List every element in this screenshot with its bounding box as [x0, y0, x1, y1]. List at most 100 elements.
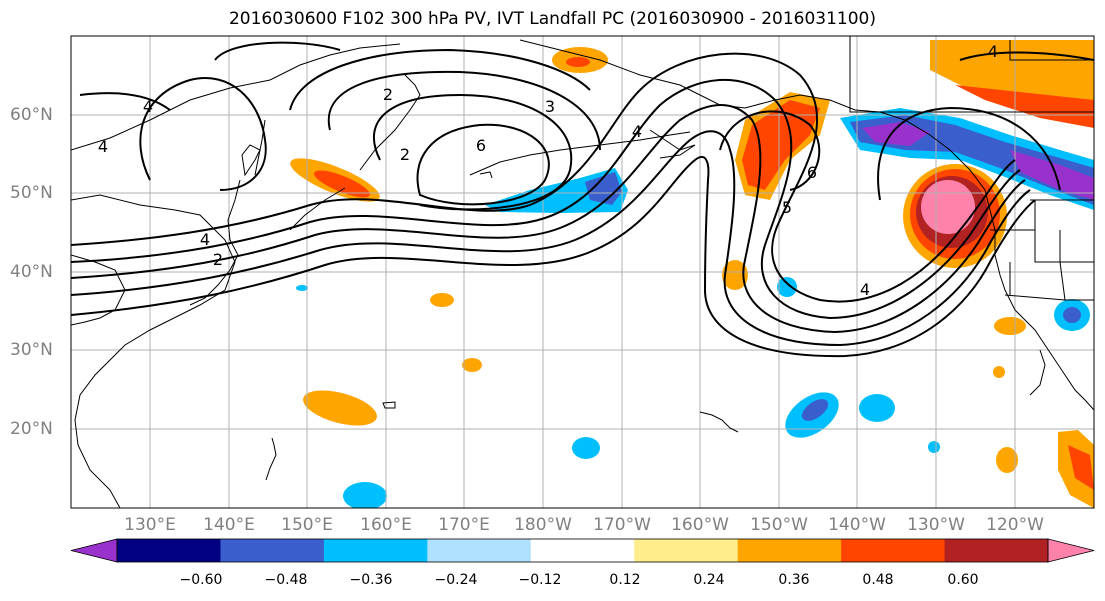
- pv-contour: [71, 104, 1026, 334]
- contour-label: 4: [143, 97, 153, 116]
- map-area: 4 4 2 2 3 4 6 2 5 6 4 4 4: [71, 36, 1094, 508]
- coastline-asia: [71, 194, 236, 508]
- border-states: [1059, 261, 1066, 301]
- contour-label: 4: [98, 137, 108, 156]
- colorbar-tick-label: −0.48: [264, 572, 308, 588]
- negative-anomaly-region: [1063, 307, 1081, 323]
- map-title: 2016030600 F102 300 hPa PV, IVT Landfall…: [228, 9, 876, 29]
- contour-label: 4: [632, 122, 642, 141]
- contour-label: 2: [400, 145, 410, 164]
- colorbar-extension-low: [70, 538, 118, 563]
- positive-anomaly-region: [996, 447, 1018, 473]
- contour-label: 4: [860, 280, 870, 299]
- contour-label: 2: [213, 250, 223, 269]
- colorbar-tick-label: −0.12: [518, 572, 562, 588]
- lon-tick-label: 170°E: [438, 515, 490, 535]
- lat-tick-label: 20°N: [10, 419, 53, 439]
- positive-anomaly-region: [993, 366, 1005, 378]
- lat-tick-label: 60°N: [10, 105, 53, 125]
- pv-contour: [71, 130, 1031, 347]
- pv-contour: [214, 41, 341, 61]
- negative-anomaly-region: [343, 482, 387, 508]
- positive-anomaly-region: [955, 85, 1094, 128]
- border-states: [990, 229, 1094, 263]
- colorbar-tick-label: 0.36: [778, 572, 810, 588]
- negative-anomaly-region: [801, 399, 829, 421]
- negative-anomaly-region: [862, 122, 930, 146]
- lon-tick-label: 180°W: [514, 515, 572, 535]
- lat-tick-label: 40°N: [10, 262, 53, 282]
- colorbar-extension-high: [1047, 538, 1095, 563]
- colorbar-segment: [944, 539, 1049, 562]
- positive-anomaly-region: [1068, 445, 1094, 490]
- pv-contours: [71, 41, 1094, 358]
- colorbar-tick-label: −0.36: [349, 572, 393, 588]
- colorbar-segment: [220, 539, 325, 562]
- positive-anomaly-region: [566, 57, 590, 67]
- colorbar-segment: [634, 539, 739, 562]
- lon-tick-label: 140°E: [203, 515, 255, 535]
- pv-contour: [289, 48, 591, 111]
- pv-contour: [71, 79, 1021, 320]
- pv-contour: [327, 70, 601, 151]
- coastline-hawaii: [699, 411, 739, 433]
- lon-tick-label: 130°W: [907, 515, 965, 535]
- positive-anomaly-region: [303, 390, 377, 426]
- contour-label: 2: [383, 85, 393, 104]
- coastline-japan: [241, 144, 261, 177]
- lon-tick-label: 170°W: [593, 515, 651, 535]
- contour-label: 4: [200, 230, 210, 249]
- lat-tick-label: 30°N: [10, 340, 53, 360]
- lon-tick-label: 150°E: [281, 515, 333, 535]
- lon-tick-label: 120°W: [986, 515, 1044, 535]
- coastline-island: [265, 437, 277, 481]
- lon-tick-label: 140°W: [828, 515, 886, 535]
- pv-contour: [719, 110, 821, 191]
- colorbar-segment: [323, 539, 428, 562]
- colorbar-tick-label: −0.24: [434, 572, 478, 588]
- coastline-mexico: [1029, 349, 1046, 396]
- lon-tick-label: 130°E: [124, 515, 176, 535]
- colorbar-segment: [841, 539, 946, 562]
- coastline-asia: [71, 43, 401, 151]
- coastlines: [71, 36, 1094, 508]
- coastline-northamerica: [994, 254, 1094, 411]
- positive-anomaly-region: [430, 293, 454, 307]
- contour-label: 3: [545, 97, 555, 116]
- gridlines: [71, 36, 1094, 508]
- positive-anomaly-region: [462, 358, 482, 372]
- map-frame: [70, 35, 1095, 509]
- negative-anomaly-region: [585, 172, 622, 205]
- colorbar-segment: [117, 539, 221, 562]
- coastline-island: [479, 171, 493, 179]
- colorbar: [70, 538, 1095, 563]
- negative-anomaly-region: [777, 277, 797, 297]
- pv-contour: [416, 123, 550, 206]
- pv-contour: [71, 155, 1036, 358]
- pv-contour: [71, 52, 1016, 303]
- pv-contour: [877, 106, 1061, 201]
- colorbar-frame: [116, 538, 1049, 563]
- pv-contour: [373, 93, 573, 211]
- positive-anomaly-region: [994, 317, 1026, 335]
- colorbar-tick-label: 0.24: [693, 572, 725, 588]
- positive-anomaly-region: [314, 170, 370, 198]
- positive-anomaly-region: [742, 100, 820, 190]
- positive-anomaly-region: [722, 260, 748, 290]
- negative-anomaly-region: [928, 441, 940, 453]
- colorbar-tick-label: 0.60: [947, 572, 979, 588]
- lon-tick-label: 160°W: [671, 515, 729, 535]
- negative-anomaly-region: [859, 394, 895, 422]
- negative-anomaly-region: [1010, 150, 1094, 200]
- colorbar-segment: [737, 539, 842, 562]
- colorbar-tick-label: 0.48: [862, 572, 894, 588]
- colorbar-tick-label: 0.12: [609, 572, 641, 588]
- contour-label: 5: [782, 198, 792, 217]
- coastline-kuril: [289, 187, 346, 231]
- coastline-japan: [189, 179, 241, 306]
- pv-contour: [139, 77, 267, 191]
- border-canada-us: [849, 36, 1094, 113]
- negative-anomaly-region: [572, 437, 600, 459]
- contour-labels: 4 4 2 2 3 4 6 2 5 6 4 4 4: [98, 42, 998, 299]
- coastline-asia: [71, 254, 126, 326]
